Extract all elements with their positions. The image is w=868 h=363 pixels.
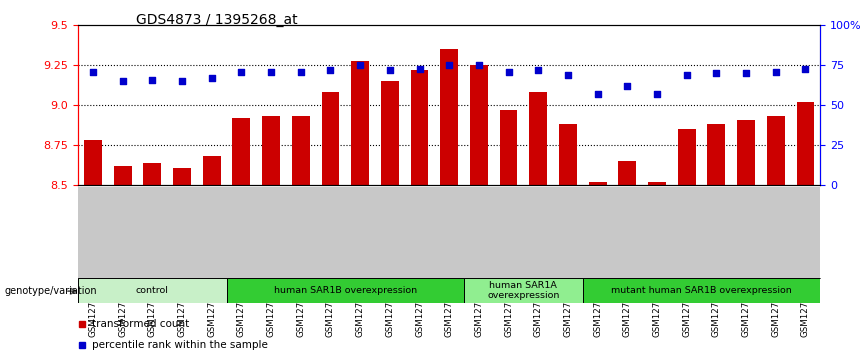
Point [769,69,783,75]
Text: transformed count: transformed count [92,319,189,329]
Point [115,78,129,84]
Text: human SAR1A
overexpression: human SAR1A overexpression [487,281,560,301]
Point [561,72,575,78]
Point [472,62,486,68]
Text: control: control [136,286,168,295]
Point [146,77,160,83]
Bar [440,49,458,185]
Point [502,69,516,75]
Point [799,66,812,72]
Bar [707,125,726,185]
Bar [582,278,820,303]
Bar [797,102,814,185]
Bar [464,278,582,303]
Text: percentile rank within the sample: percentile rank within the sample [92,340,267,350]
Point [621,83,635,89]
Bar [84,140,102,185]
Point [412,66,426,72]
Text: GDS4873 / 1395268_at: GDS4873 / 1395268_at [136,13,298,27]
Bar [411,70,429,185]
Bar [381,81,398,185]
Bar [529,93,547,185]
Point [591,91,605,97]
Point [175,78,189,84]
Bar [648,182,666,185]
Text: genotype/variation: genotype/variation [4,286,97,297]
Point [205,75,219,81]
Bar [78,278,227,303]
Point [383,67,397,73]
Bar [470,65,488,185]
Point [531,67,545,73]
Bar [227,278,464,303]
Point [353,62,367,68]
Point [293,69,307,75]
Bar [559,125,577,185]
Bar [766,117,785,185]
Point [680,72,694,78]
Bar [203,156,220,185]
Bar [262,117,280,185]
Bar [321,93,339,185]
Point [234,69,248,75]
Point [650,91,664,97]
Bar [114,166,132,185]
Bar [143,163,161,185]
Bar [678,129,695,185]
Point [740,70,753,76]
Point [709,70,723,76]
Bar [292,117,310,185]
Bar [173,168,191,185]
Text: mutant human SAR1B overexpression: mutant human SAR1B overexpression [611,286,792,295]
Point [86,69,100,75]
Point [324,67,338,73]
Bar [233,118,250,185]
Bar [352,61,369,185]
Point [264,69,278,75]
Bar [589,182,607,185]
Bar [500,110,517,185]
Bar [618,161,636,185]
Text: human SAR1B overexpression: human SAR1B overexpression [273,286,417,295]
Point [443,62,457,68]
Bar [737,120,755,185]
